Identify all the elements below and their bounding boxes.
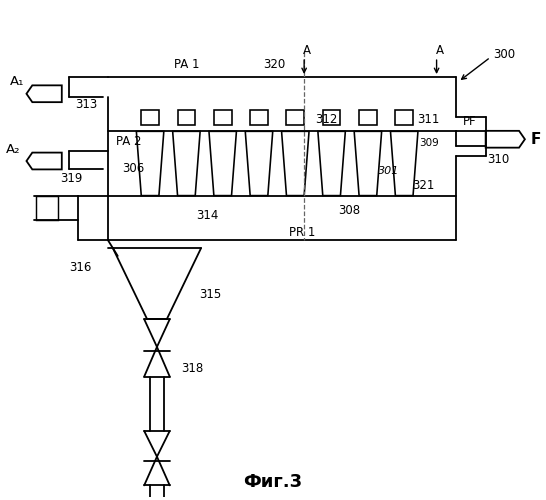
- Text: 301: 301: [378, 166, 399, 176]
- Bar: [287, 110, 304, 126]
- Text: A: A: [303, 44, 311, 57]
- Bar: [177, 110, 195, 126]
- Text: A₁: A₁: [10, 76, 25, 88]
- Polygon shape: [26, 152, 62, 170]
- Text: 300: 300: [494, 48, 515, 60]
- Text: 311: 311: [417, 113, 440, 126]
- Bar: [250, 110, 268, 126]
- Text: 321: 321: [412, 179, 435, 192]
- Bar: [214, 110, 232, 126]
- Bar: [323, 110, 341, 126]
- Text: A: A: [436, 44, 443, 57]
- Text: 308: 308: [339, 204, 360, 217]
- Text: F: F: [531, 132, 541, 146]
- Text: 320: 320: [264, 58, 286, 70]
- Text: PA 2: PA 2: [116, 134, 141, 147]
- Polygon shape: [26, 86, 62, 102]
- Text: 314: 314: [196, 209, 218, 222]
- Text: 313: 313: [75, 98, 98, 111]
- Bar: [36, 196, 58, 220]
- Text: PR 1: PR 1: [289, 226, 316, 238]
- Text: PF: PF: [463, 115, 477, 128]
- Text: 309: 309: [419, 138, 438, 148]
- Polygon shape: [485, 131, 525, 148]
- Text: Фиг.3: Фиг.3: [243, 474, 302, 492]
- Text: 315: 315: [199, 288, 221, 301]
- Text: 312: 312: [315, 113, 337, 126]
- Text: 306: 306: [123, 162, 145, 175]
- Bar: [359, 110, 377, 126]
- Text: 316: 316: [69, 262, 91, 274]
- Text: 318: 318: [181, 362, 204, 375]
- Text: A₂: A₂: [6, 142, 21, 156]
- Text: 319: 319: [60, 172, 82, 186]
- Text: PA 1: PA 1: [174, 58, 199, 70]
- Bar: [395, 110, 413, 126]
- Bar: [141, 110, 159, 126]
- Text: 310: 310: [488, 152, 510, 166]
